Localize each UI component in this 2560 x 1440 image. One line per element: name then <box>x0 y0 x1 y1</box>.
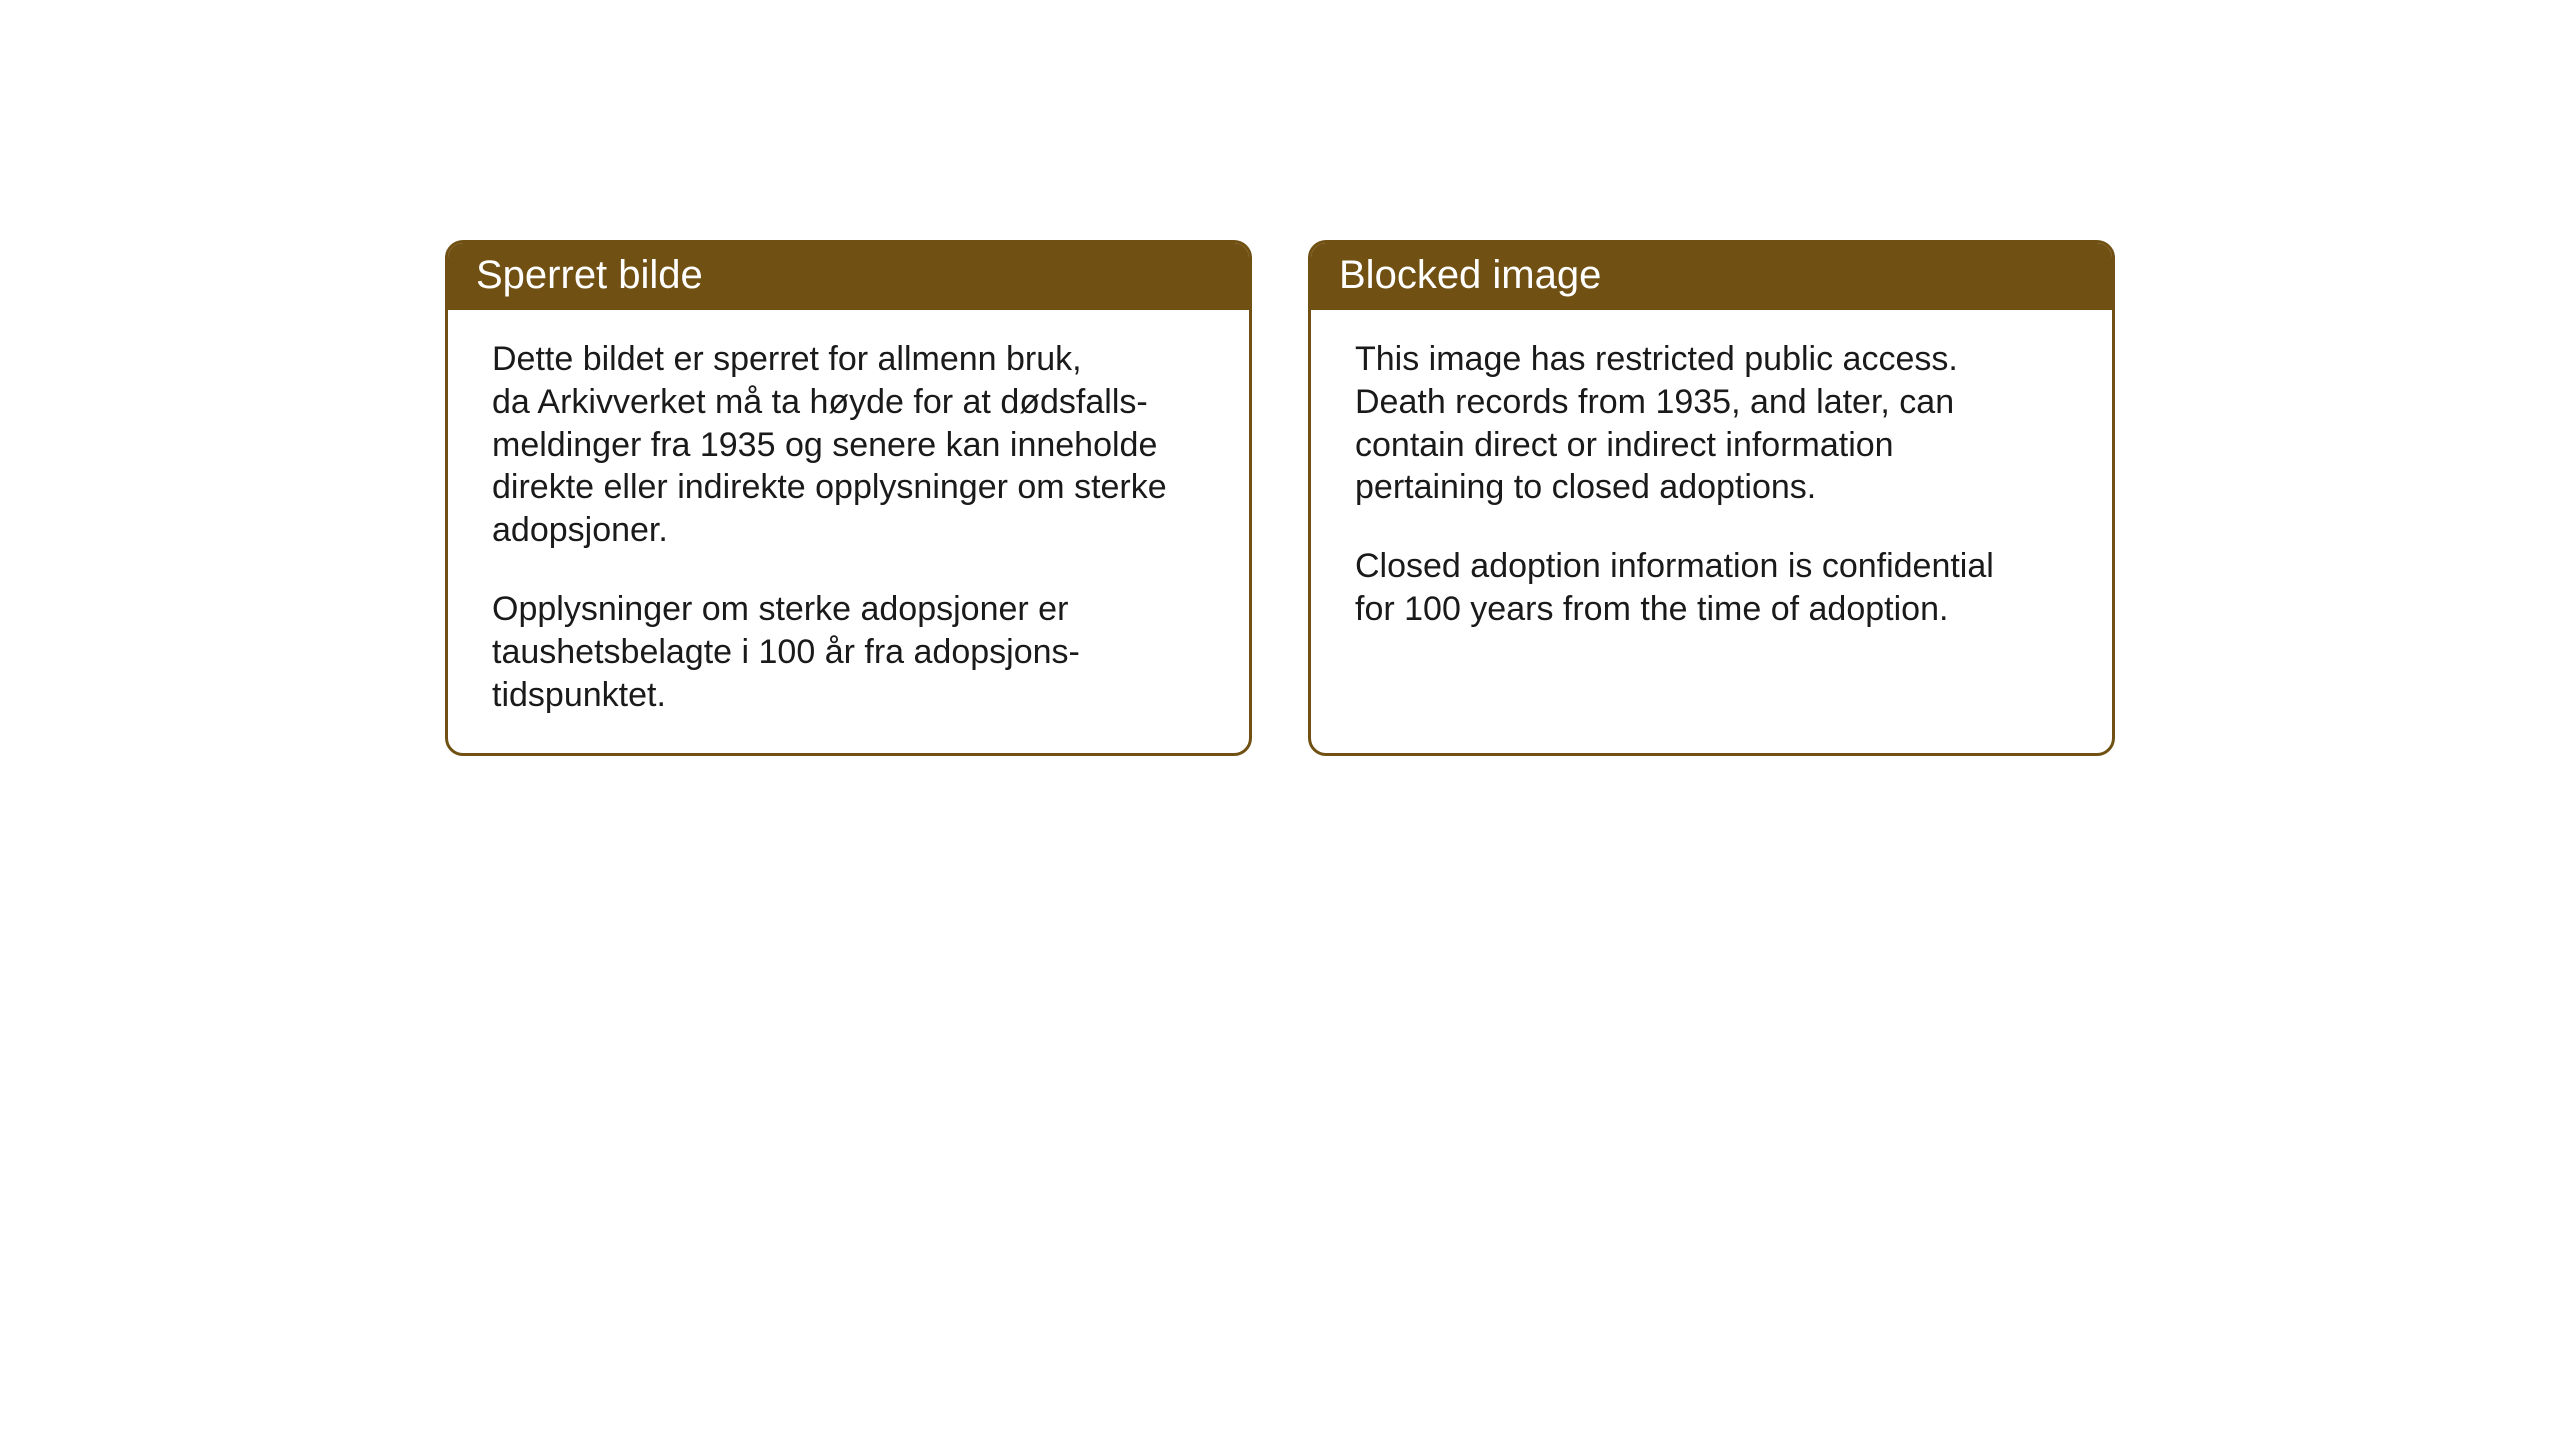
card-norwegian-title: Sperret bilde <box>448 243 1249 310</box>
card-norwegian-paragraph-2: Opplysninger om sterke adopsjoner er tau… <box>492 588 1205 716</box>
card-norwegian: Sperret bilde Dette bildet er sperret fo… <box>445 240 1252 756</box>
card-norwegian-body: Dette bildet er sperret for allmenn bruk… <box>448 310 1249 753</box>
card-english-paragraph-1: This image has restricted public access.… <box>1355 338 2068 509</box>
card-english-title: Blocked image <box>1311 243 2112 310</box>
card-english-body: This image has restricted public access.… <box>1311 310 2112 667</box>
card-english-paragraph-2: Closed adoption information is confident… <box>1355 545 2068 631</box>
card-norwegian-paragraph-1: Dette bildet er sperret for allmenn bruk… <box>492 338 1205 552</box>
cards-container: Sperret bilde Dette bildet er sperret fo… <box>445 240 2115 756</box>
card-english: Blocked image This image has restricted … <box>1308 240 2115 756</box>
